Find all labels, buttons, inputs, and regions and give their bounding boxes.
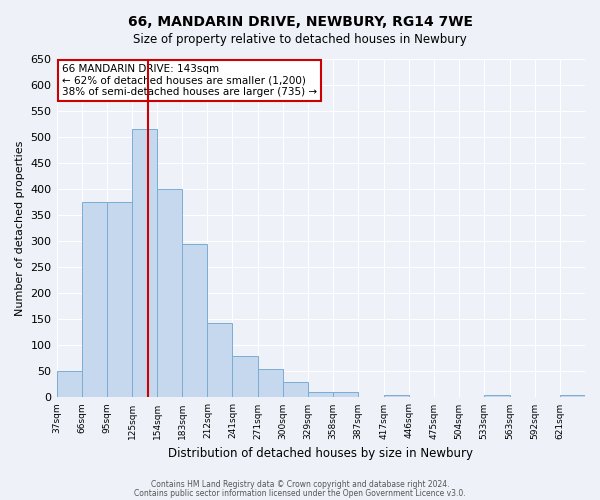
Text: Contains HM Land Registry data © Crown copyright and database right 2024.: Contains HM Land Registry data © Crown c…	[151, 480, 449, 489]
Bar	[82, 202, 107, 398]
X-axis label: Distribution of detached houses by size in Newbury: Distribution of detached houses by size …	[168, 447, 473, 460]
Bar	[107, 202, 133, 398]
Y-axis label: Number of detached properties: Number of detached properties	[15, 140, 25, 316]
Bar	[56, 372, 82, 398]
Bar	[157, 189, 182, 398]
Bar	[560, 395, 585, 398]
Bar	[283, 382, 308, 398]
Bar	[484, 395, 510, 398]
Bar	[258, 369, 283, 398]
Text: 66 MANDARIN DRIVE: 143sqm
← 62% of detached houses are smaller (1,200)
38% of se: 66 MANDARIN DRIVE: 143sqm ← 62% of detac…	[62, 64, 317, 98]
Bar	[308, 392, 333, 398]
Bar	[333, 392, 358, 398]
Bar	[232, 356, 258, 398]
Bar	[182, 244, 208, 398]
Bar	[133, 130, 157, 398]
Text: Size of property relative to detached houses in Newbury: Size of property relative to detached ho…	[133, 32, 467, 46]
Text: 66, MANDARIN DRIVE, NEWBURY, RG14 7WE: 66, MANDARIN DRIVE, NEWBURY, RG14 7WE	[128, 15, 473, 29]
Text: Contains public sector information licensed under the Open Government Licence v3: Contains public sector information licen…	[134, 488, 466, 498]
Bar	[208, 324, 232, 398]
Bar	[384, 395, 409, 398]
